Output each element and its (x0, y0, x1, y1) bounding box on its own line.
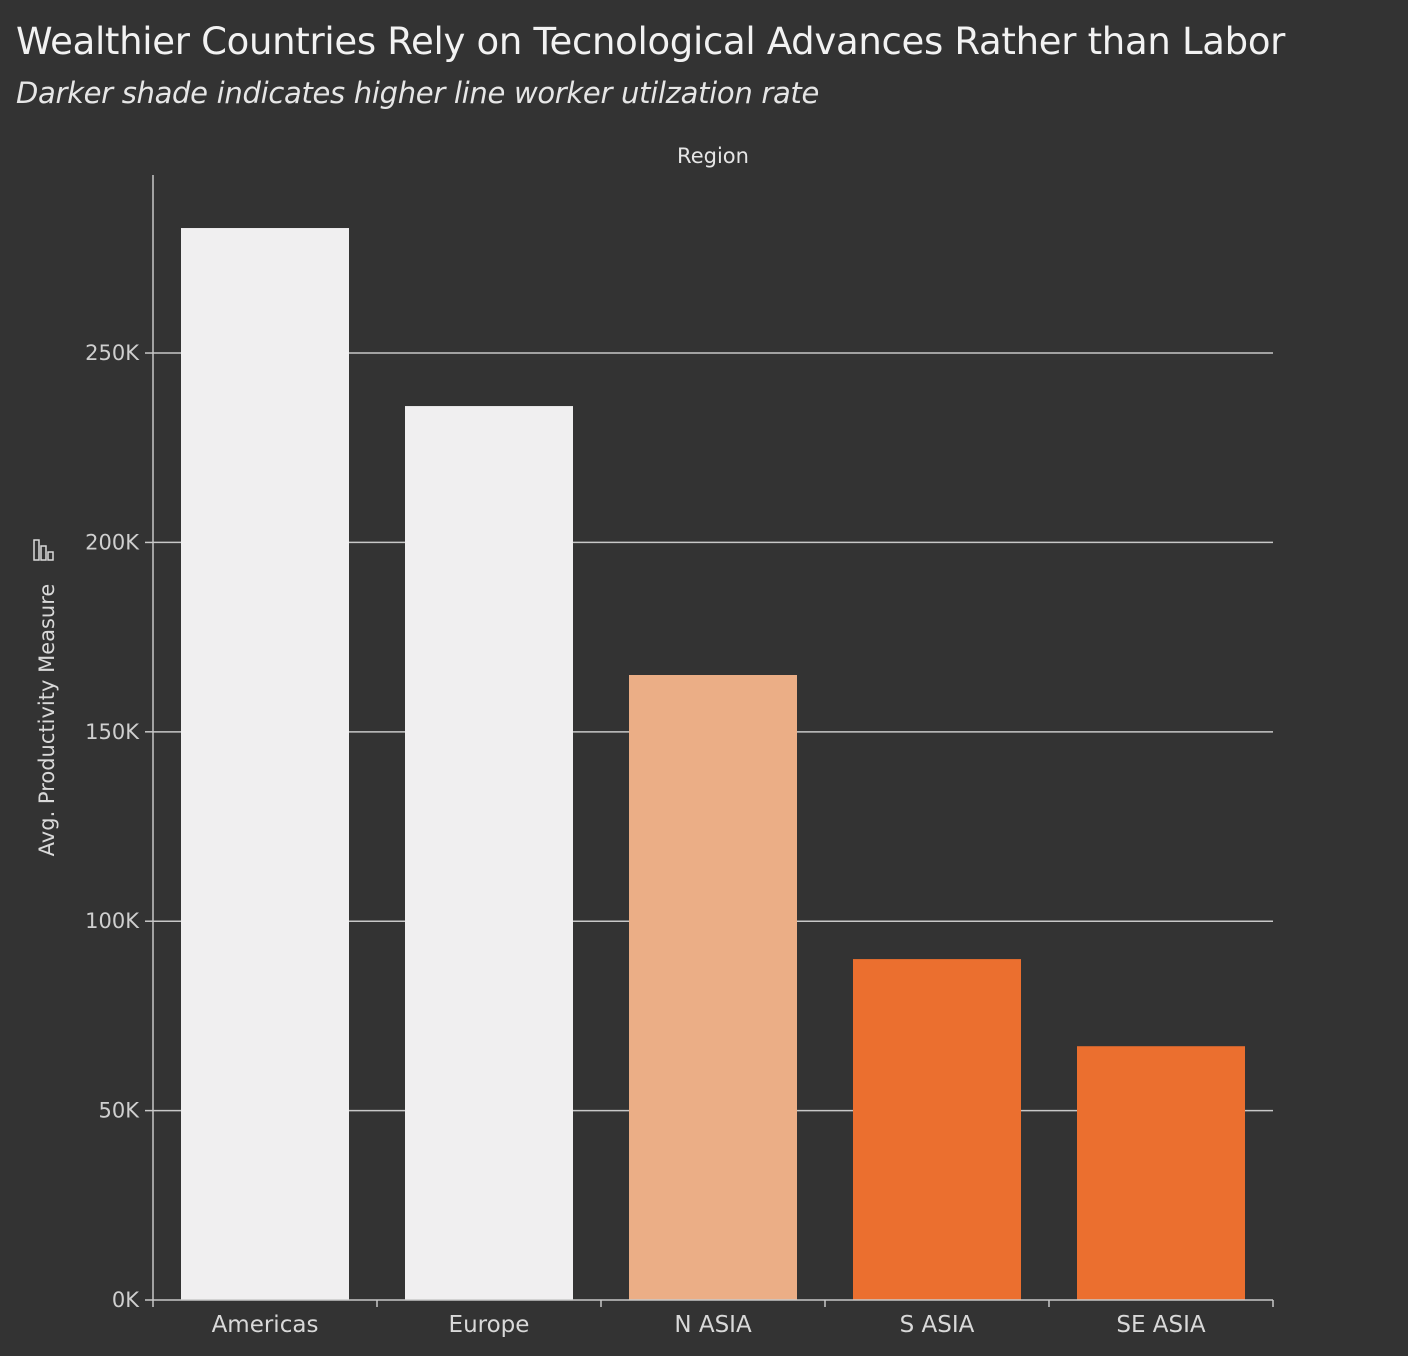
x-ticks: Americas Europe N ASIA S ASIA SE ASIA (152, 1300, 1274, 1338)
y-tick-label: 250K (85, 341, 140, 365)
x-tick-label: Europe (449, 1312, 530, 1338)
y-tick-label: 0K (112, 1288, 140, 1312)
x-tick-label: N ASIA (674, 1312, 752, 1338)
bars (181, 228, 1245, 1301)
sort-icon[interactable] (33, 539, 54, 561)
y-tick-label: 150K (85, 720, 140, 744)
y-tick-label: 200K (85, 530, 140, 554)
y-ticks: 0K 50K 100K 150K 200K 250K (85, 341, 153, 1312)
y-axis-title-group: Avg. Productivity Measure (35, 584, 59, 857)
region-header: Region (677, 144, 749, 168)
bar-n-asia[interactable] (629, 675, 797, 1300)
x-tick-label: Americas (212, 1312, 319, 1338)
bar-europe[interactable] (405, 406, 573, 1300)
chart-title: Wealthier Countries Rely on Tecnological… (16, 20, 1286, 63)
chart-subtitle: Darker shade indicates higher line worke… (16, 76, 820, 110)
y-tick-label: 50K (99, 1099, 141, 1123)
x-tick-label: SE ASIA (1116, 1312, 1206, 1338)
x-tick-label: S ASIA (900, 1312, 975, 1338)
y-axis-title: Avg. Productivity Measure (35, 584, 59, 857)
bar-s-asia[interactable] (853, 959, 1021, 1300)
bar-se-asia[interactable] (1077, 1046, 1245, 1300)
y-tick-label: 100K (85, 909, 140, 933)
bar-americas[interactable] (181, 228, 349, 1301)
axes (152, 175, 1273, 1301)
